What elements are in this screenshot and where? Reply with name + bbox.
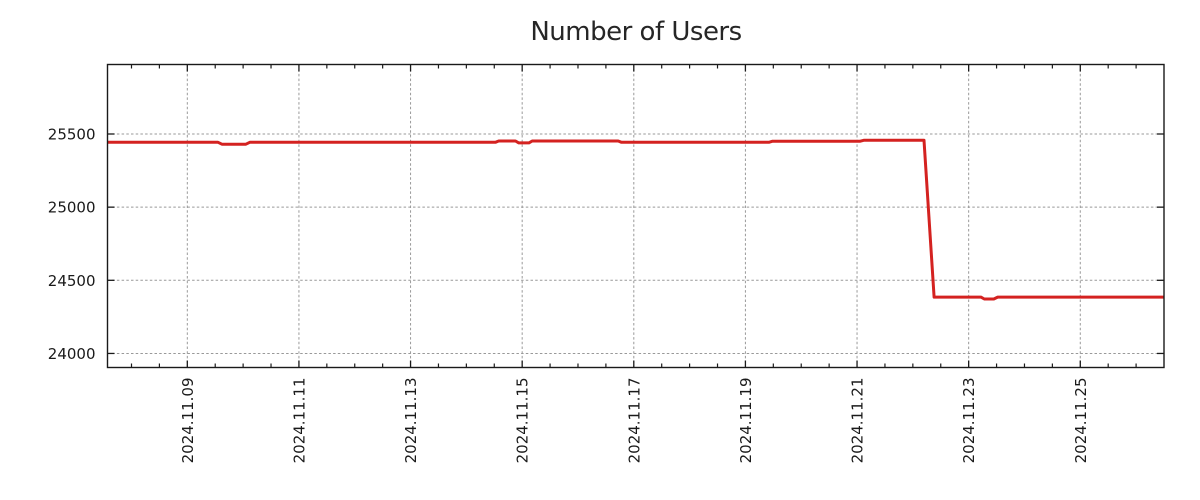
x-tick-label: 2024.11.25: [1072, 378, 1090, 464]
y-axis-labels: 24000 24500 25000 25500: [48, 125, 96, 362]
y-tick-label: 24500: [48, 272, 96, 290]
x-tick-label: 2024.11.13: [402, 378, 420, 464]
plot-border: [106, 63, 1165, 369]
y-tick-label: 24000: [48, 345, 96, 363]
x-tick-label: 2024.11.09: [179, 378, 197, 464]
x-axis-labels: 2024.11.09 2024.11.11 2024.11.13 2024.11.15…: [179, 378, 1090, 464]
axis-ticks: [107, 64, 1164, 368]
x-tick-label: 2024.11.21: [849, 378, 867, 464]
series-line-number-of-users: [107, 138, 1164, 301]
x-tick-label: 2024.11.17: [625, 378, 643, 464]
gridlines: [107, 64, 1164, 368]
x-tick-label: 2024.11.11: [290, 378, 308, 464]
x-tick-label: 2024.11.23: [960, 378, 978, 464]
x-tick-label: 2024.11.15: [514, 378, 532, 464]
x-tick-label: 2024.11.19: [737, 378, 755, 464]
series-lines: [107, 138, 1164, 301]
y-tick-label: 25000: [48, 199, 96, 217]
chart-title: Number of Users: [530, 17, 741, 47]
y-tick-label: 25500: [48, 125, 96, 143]
